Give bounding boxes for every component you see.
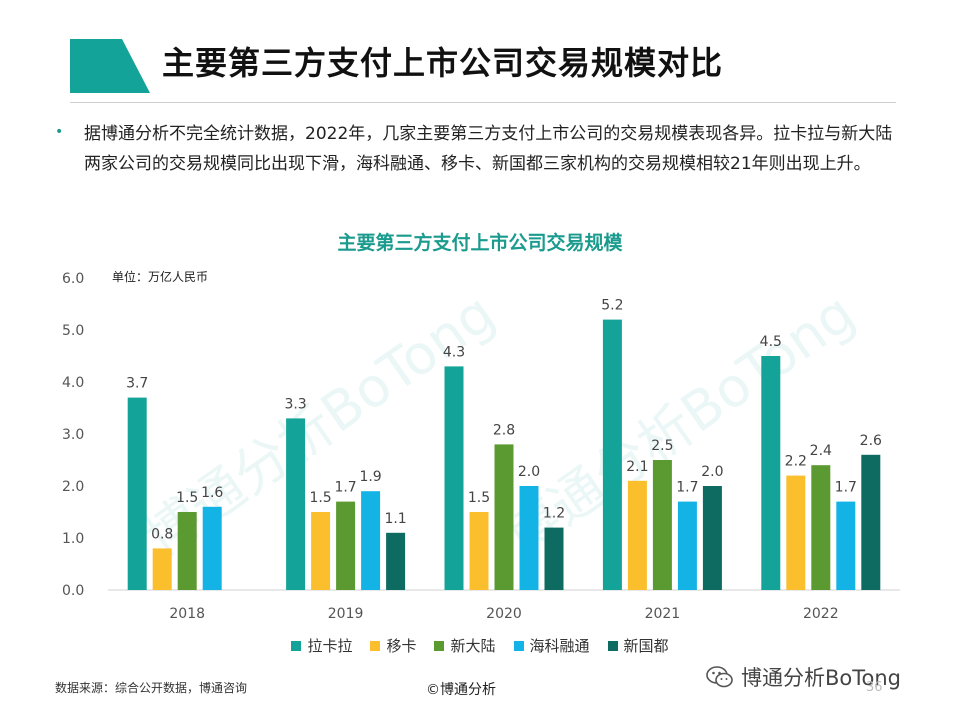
legend-swatch: [513, 640, 524, 651]
legend-label: 新大陆: [450, 637, 496, 655]
bar-新国都-2020: [544, 527, 564, 590]
bar-新大陆-2022: [811, 465, 831, 590]
legend-label: 海科融通: [529, 637, 590, 655]
brand-watermark: 博通分析BoTong: [705, 662, 901, 692]
legend-swatch: [291, 640, 302, 651]
page-number: 36: [866, 680, 883, 695]
chart-data-labels: 3.70.81.5 1.63.31.51.71.91.14.31.52.82.01…: [126, 298, 882, 543]
title-divider: [70, 102, 896, 103]
bar-移卡-2019: [311, 512, 331, 590]
legend-item: 海科融通: [513, 635, 590, 656]
data-label: 1.6: [201, 485, 223, 501]
bar-移卡-2022: [786, 475, 806, 590]
bar-移卡-2020: [469, 512, 489, 590]
summary-text: 据博通分析不完全统计数据，2022年，几家主要第三方支付上市公司的交易规模表现各…: [84, 124, 893, 174]
data-label: 4.3: [443, 344, 465, 360]
copyright-text: ©博通分析: [426, 682, 496, 698]
data-source-note: 数据来源：综合公开数据，博通咨询: [55, 681, 248, 695]
data-label: 2.8: [493, 422, 515, 438]
bar-新国都-2019: [386, 532, 406, 590]
legend-item: 新国都: [607, 635, 669, 656]
bar-新国都-2021: [702, 486, 722, 590]
bar-海科融通-2019: [361, 491, 381, 590]
chart-unit-label: 单位：万亿人民币: [112, 270, 209, 284]
data-label: 1.7: [676, 480, 698, 496]
bar-海科融通-2021: [677, 501, 697, 590]
bar-移卡-2018: [152, 548, 172, 590]
data-label: 2.4: [810, 443, 832, 459]
x-tick-label: 2018: [169, 606, 205, 622]
bar-海科融通-2020: [519, 486, 539, 590]
bar-新大陆-2019: [336, 501, 356, 590]
x-tick-label: 2021: [645, 606, 681, 622]
legend-label: 拉卡拉: [307, 637, 353, 655]
data-label: 4.5: [760, 334, 782, 350]
data-label: 2.0: [701, 464, 723, 480]
legend-item: 移卡: [370, 635, 416, 656]
y-tick-label: 1.0: [62, 531, 84, 547]
data-label: 1.5: [468, 490, 490, 506]
data-label: 2.1: [626, 459, 648, 475]
page-title: 主要第三方支付上市公司交易规模对比: [162, 44, 724, 82]
y-tick-label: 5.0: [62, 323, 84, 339]
data-label: 1.2: [543, 506, 565, 522]
bar-拉卡拉-2020: [444, 366, 464, 590]
legend-swatch: [370, 640, 381, 651]
bar-拉卡拉-2018: [127, 397, 147, 590]
data-label: 5.2: [601, 298, 623, 314]
data-label: 2.2: [785, 454, 807, 470]
chart-bars: [127, 319, 881, 590]
x-tick-label: 2020: [486, 606, 522, 622]
bar-拉卡拉-2019: [286, 418, 306, 590]
data-label: 1.1: [384, 511, 406, 527]
bar-拉卡拉-2021: [602, 319, 622, 590]
legend-swatch: [434, 640, 445, 651]
legend-label: 移卡: [386, 637, 417, 655]
data-label: 3.3: [284, 396, 306, 412]
bar-新国都-2022: [861, 454, 881, 590]
bar-海科融通-2018: [202, 506, 222, 590]
bullet-icon: •: [55, 124, 64, 140]
y-tick-label: 3.0: [62, 427, 84, 443]
data-label: 1.5: [309, 490, 331, 506]
chart-title: 主要第三方支付上市公司交易规模: [337, 232, 623, 254]
brand-name: 博通分析BoTong: [741, 666, 902, 690]
chart-legend: 拉卡拉 移卡 新大陆 海科融通 新国都: [0, 635, 960, 656]
bar-移卡-2021: [627, 480, 647, 590]
data-label: 1.9: [359, 469, 381, 485]
data-label: 2.5: [651, 438, 673, 454]
legend-item: 拉卡拉: [291, 635, 352, 656]
bar-新大陆-2020: [494, 444, 514, 590]
legend-item: 新大陆: [434, 635, 496, 656]
data-label: 1.5: [176, 490, 198, 506]
wechat-icon: [706, 666, 733, 688]
y-tick-label: 2.0: [62, 479, 84, 495]
legend-label: 新国都: [623, 637, 669, 655]
bar-拉卡拉-2022: [761, 356, 781, 590]
legend-swatch: [607, 640, 618, 651]
data-label: 3.7: [126, 376, 148, 392]
data-label: 0.8: [151, 526, 173, 542]
bar-海科融通-2022: [836, 501, 856, 590]
data-label: 2.0: [518, 464, 540, 480]
data-label: 2.6: [860, 433, 882, 449]
x-tick-label: 2022: [803, 606, 839, 622]
bar-新大陆-2018: [177, 512, 197, 590]
title-accent-shape: [70, 39, 150, 93]
y-tick-label: 0.0: [62, 583, 84, 599]
bar-新大陆-2021: [652, 460, 672, 590]
data-label: 1.7: [835, 480, 857, 496]
x-tick-label: 2019: [328, 606, 364, 622]
data-label: 1.7: [334, 480, 356, 496]
y-tick-label: 6.0: [62, 271, 84, 287]
y-tick-label: 4.0: [62, 375, 84, 391]
